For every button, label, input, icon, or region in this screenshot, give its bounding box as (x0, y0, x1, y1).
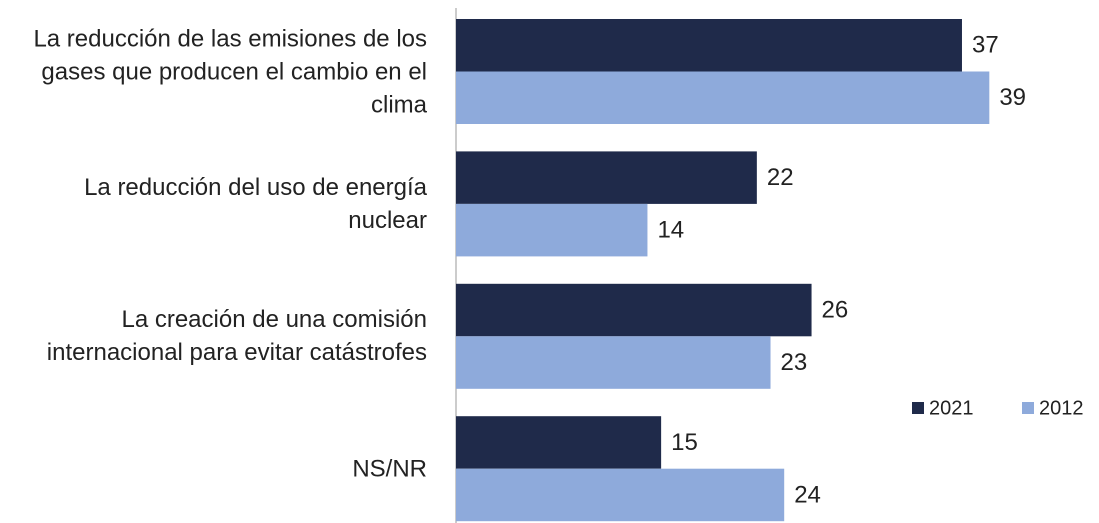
bar (456, 203, 648, 257)
legend-label: 2012 (1039, 397, 1084, 419)
value-label: 37 (972, 32, 999, 59)
legend-swatch (912, 402, 924, 414)
value-label: 22 (767, 164, 794, 191)
category-label: NS/NR (352, 455, 427, 483)
bar (456, 283, 812, 337)
category-label: La reducción de las emisiones de los gas… (33, 25, 427, 118)
value-label: 15 (671, 429, 698, 456)
value-label: 24 (794, 481, 821, 508)
category-label: La reducción del uso de energía nuclear (84, 173, 427, 234)
legend-swatch (1022, 402, 1034, 414)
bar (456, 416, 662, 469)
value-label: 39 (999, 84, 1026, 111)
legend-label: 2021 (929, 397, 974, 419)
bar (456, 336, 771, 389)
bar (456, 468, 785, 522)
bar (456, 19, 962, 72)
bar (456, 151, 757, 204)
category-label: La creación de una comisión internaciona… (46, 306, 427, 367)
bar (456, 71, 990, 124)
value-label: 14 (657, 216, 684, 243)
value-label: 26 (822, 296, 849, 323)
value-label: 23 (781, 349, 808, 376)
